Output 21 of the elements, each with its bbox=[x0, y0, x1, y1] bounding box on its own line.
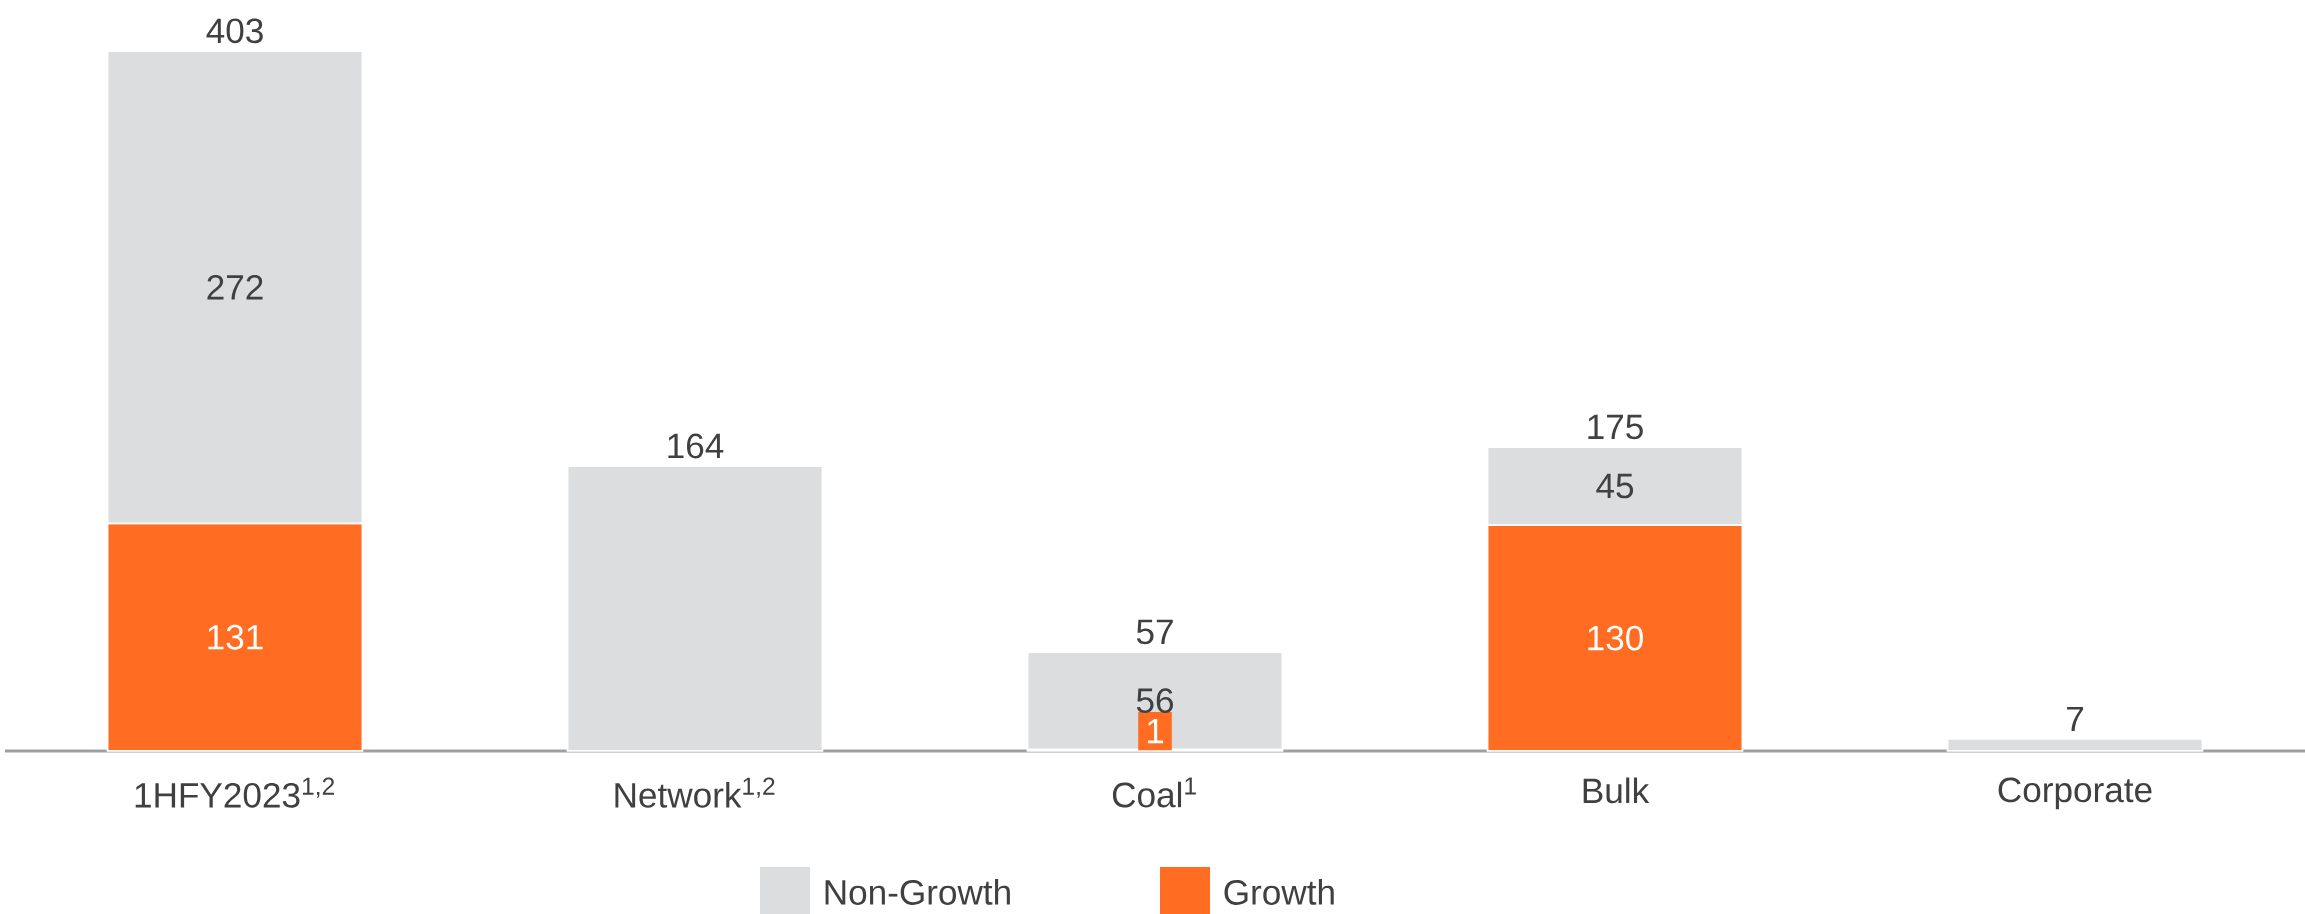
data-label: 130 bbox=[1588, 625, 1643, 651]
legend-label: Non-Growth bbox=[825, 879, 1010, 905]
x-tick-label: Network$^{1,2}$ bbox=[615, 777, 775, 808]
bar bbox=[566, 465, 824, 752]
data-label: 272 bbox=[207, 274, 263, 300]
total-label: 403 bbox=[206, 18, 263, 44]
legend-label: Growth bbox=[1224, 879, 1334, 905]
data-label: 45 bbox=[1596, 473, 1634, 499]
total-label: 57 bbox=[1136, 619, 1173, 645]
x-tick-label: 1HFY2023$^{1,2}$ bbox=[135, 777, 335, 808]
data-label: 131 bbox=[208, 624, 263, 650]
data-label: 56 bbox=[1136, 688, 1174, 714]
bar bbox=[1026, 651, 1284, 751]
total-label: 7 bbox=[2067, 706, 2084, 732]
total-label: 175 bbox=[1588, 414, 1643, 440]
total-label: 164 bbox=[668, 433, 724, 459]
x-tick-label: Corporate bbox=[1998, 777, 2152, 810]
bar bbox=[1946, 737, 2204, 752]
x-tick-label: Bulk bbox=[1583, 777, 1650, 804]
data-label: 1 bbox=[1147, 719, 1164, 744]
x-tick-label: Coal$^{1}$ bbox=[1112, 777, 1196, 808]
